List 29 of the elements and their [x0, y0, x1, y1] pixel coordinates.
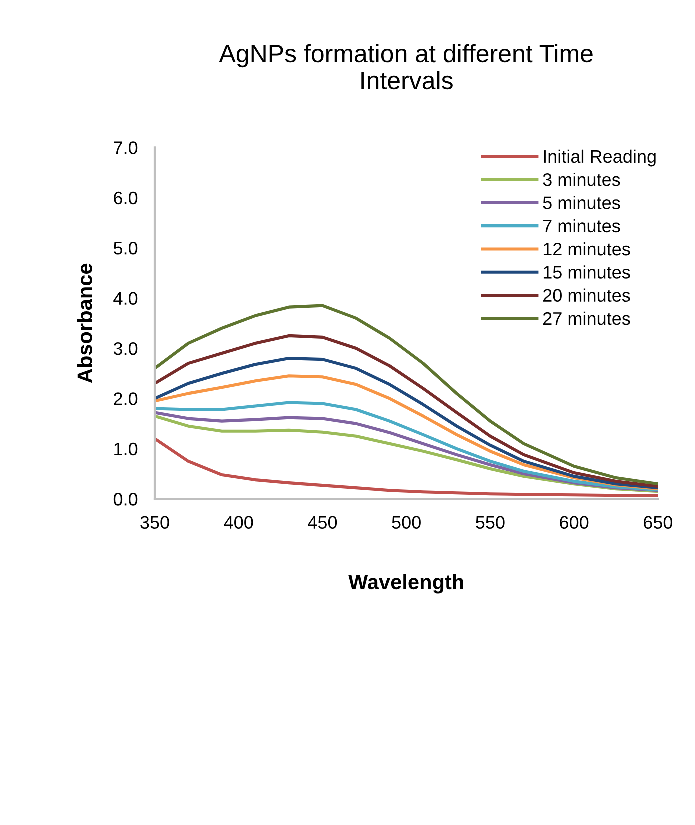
y-axis-title: Absorbance: [77, 264, 92, 384]
legend-label: 20 minutes: [544, 288, 630, 302]
line-series: [154, 334, 658, 488]
y-tick-label: 7.0: [114, 142, 138, 154]
y-tick-label: 6.0: [114, 192, 138, 205]
x-tick-label: 650: [644, 516, 673, 530]
legend-label: 5 minutes: [543, 196, 620, 210]
x-tick-label: 450: [308, 516, 338, 530]
y-tick-label: 5.0: [114, 242, 138, 255]
y-tick-label: 3.0: [114, 342, 138, 356]
legend-label: 3 minutes: [543, 173, 620, 186]
legend-label: 27 minutes: [544, 312, 630, 326]
chart-title: AgNPs formation at different Time Intervals: [219, 44, 593, 90]
y-tick-label: 1.0: [114, 442, 138, 456]
y-tick-label: 2.0: [114, 392, 138, 406]
x-tick-label: 400: [224, 516, 254, 530]
y-tick-label: 0.0: [114, 493, 138, 506]
legend-label: Initial Reading: [544, 150, 656, 167]
y-tick-label: 4.0: [114, 292, 138, 306]
x-tick-label: 600: [560, 516, 589, 530]
legend-label: 15 minutes: [544, 266, 630, 279]
x-tick-label: 350: [140, 516, 170, 530]
line-series: [154, 437, 658, 498]
x-axis-title: Wavelength: [348, 574, 464, 594]
legend-label: 12 minutes: [544, 242, 630, 256]
x-tick-label: 500: [392, 516, 421, 530]
x-tick-label: 550: [476, 516, 505, 530]
legend-label: 7 minutes: [544, 219, 620, 233]
line-series: [154, 304, 658, 486]
